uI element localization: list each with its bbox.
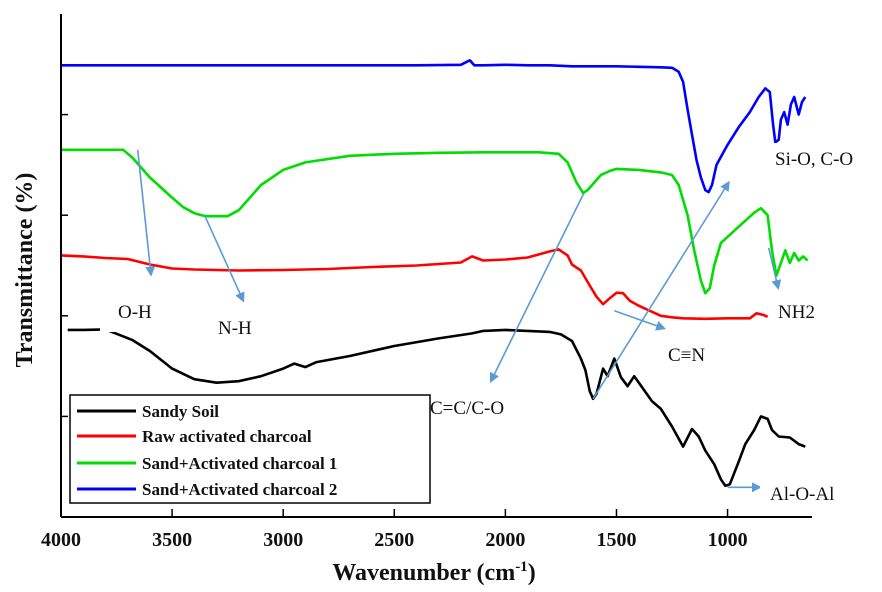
label-patch-alo xyxy=(760,478,845,516)
annotation-al-o-al: Al-O-Al xyxy=(770,484,834,505)
annotation-arrow-c-n xyxy=(614,310,667,331)
x-tick-label-2000: 2000 xyxy=(485,529,525,551)
x-tick-label-1000: 1000 xyxy=(708,529,748,551)
series-line-raw-activated-charcoal xyxy=(60,248,769,321)
label-patch-oh xyxy=(100,288,180,332)
label-patch-cn xyxy=(660,338,715,370)
axis-ticks: 4000 3500 3000 2500 2000 1500 1000 xyxy=(41,113,748,551)
annotation-arrow-c-c-c-o xyxy=(489,193,585,383)
x-tick-label-4000: 4000 xyxy=(41,529,81,551)
x-axis-title-main: Wavenumber (cm xyxy=(332,560,515,586)
annotation-nh: N-H xyxy=(218,318,252,339)
annotation-nh2: NH2 xyxy=(778,302,815,323)
series-line-sand-activated-charcoal-1 xyxy=(61,148,809,295)
annotation-arrow-si-o-c-o xyxy=(592,180,730,400)
x-tick-label-2500: 2500 xyxy=(374,529,414,551)
annotation-oh: O-H xyxy=(118,302,152,323)
annotation-arrow-nh2 xyxy=(767,247,782,291)
label-patch-sio xyxy=(765,143,870,189)
x-axis-title-superscript: -1 xyxy=(515,559,528,575)
x-tick-label-3000: 3000 xyxy=(263,529,303,551)
legend: Sandy Soil Raw activated charcoal Sand+A… xyxy=(69,394,431,504)
legend-label-sandy-soil: Sandy Soil xyxy=(142,402,219,421)
x-tick-label-1500: 1500 xyxy=(596,529,636,551)
annotation-arrow-n-h xyxy=(204,215,245,303)
annotation-sio-co: Si-O, C-O xyxy=(775,149,853,170)
legend-label-sand-activated-charcoal-1: Sand+Activated charcoal 1 xyxy=(142,454,337,473)
legend-label-raw-activated-charcoal: Raw activated charcoal xyxy=(142,427,312,446)
label-patch-nh xyxy=(205,305,290,345)
annotation-cn: C≡N xyxy=(668,345,705,366)
annotation-cc-co: C=C/C-O xyxy=(430,398,504,419)
x-axis-title: Wavenumber (cm-1) xyxy=(332,559,535,586)
series-line-sand-activated-charcoal-2 xyxy=(61,58,807,194)
legend-box xyxy=(69,394,431,504)
x-tick-label-3500: 3500 xyxy=(152,529,192,551)
annotation-arrows xyxy=(136,149,782,493)
annotation-arrow-o-h xyxy=(136,149,156,277)
y-axis-title: Transmittance (%) xyxy=(12,173,38,368)
x-axis-title-close: ) xyxy=(528,560,536,586)
legend-label-sand-activated-charcoal-2: Sand+Activated charcoal 2 xyxy=(142,480,337,499)
